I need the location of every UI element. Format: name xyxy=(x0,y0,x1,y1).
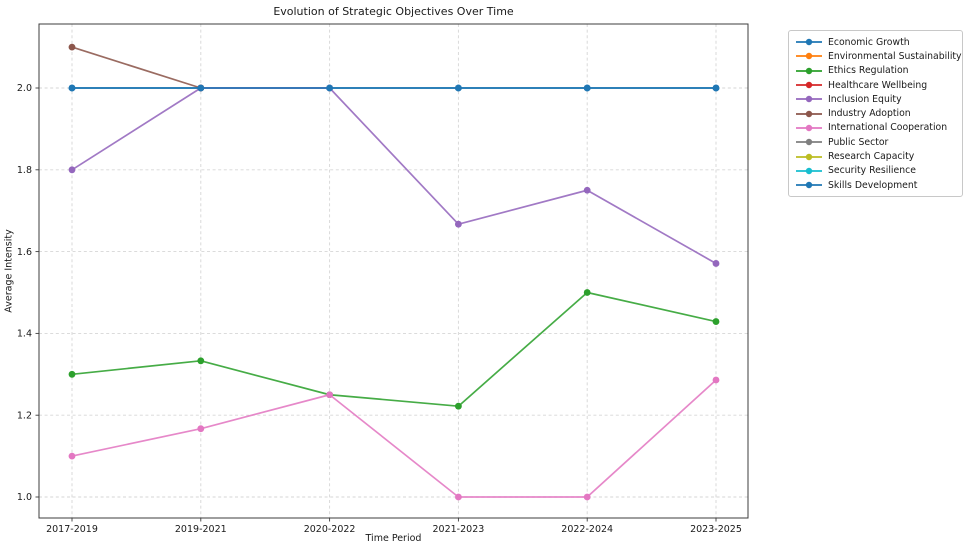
legend-item-label: Public Sector xyxy=(828,136,889,148)
data-point-marker xyxy=(68,452,76,460)
data-point-marker xyxy=(68,370,76,378)
data-point-marker xyxy=(326,391,333,399)
legend-item-label: International Cooperation xyxy=(828,122,948,134)
series-line-industry-adoption xyxy=(71,46,202,89)
data-point-marker xyxy=(712,260,720,267)
x-tick-label: 2019-2021 xyxy=(175,524,227,535)
legend-line-marker-icon xyxy=(796,67,822,74)
legend-item-label: Inclusion Equity xyxy=(828,93,902,105)
legend-line-marker-icon xyxy=(796,181,822,189)
x-tick-label: 2022-2024 xyxy=(561,524,613,535)
data-point-marker xyxy=(68,84,76,92)
x-tick-label: 2017-2019 xyxy=(46,524,98,535)
legend-item: Industry Adoption xyxy=(795,106,956,120)
x-tick-label: 2020-2022 xyxy=(304,524,356,535)
legend-line-marker-icon xyxy=(796,38,822,46)
legend-item-label: Healthcare Wellbeing xyxy=(828,79,928,91)
legend-item: Research Capacity xyxy=(795,149,956,163)
data-point-marker xyxy=(583,493,591,501)
legend-line-marker-icon xyxy=(796,81,822,89)
data-point-marker xyxy=(197,84,205,92)
legend-item-label: Research Capacity xyxy=(828,151,915,163)
chart-title: Evolution of Strategic Objectives Over T… xyxy=(273,5,514,18)
legend-item-label: Economic Growth xyxy=(828,36,910,48)
legend-item: Security Resilience xyxy=(795,164,956,178)
legend-line-marker-icon xyxy=(796,167,822,175)
data-point-marker xyxy=(455,220,462,228)
data-point-marker xyxy=(68,43,76,51)
x-axis-label: Time Period xyxy=(365,533,422,544)
y-axis-label: Average Intensity xyxy=(3,229,15,313)
legend-item-label: Environmental Sustainability xyxy=(828,50,962,62)
data-point-marker xyxy=(455,402,462,410)
data-point-marker xyxy=(197,425,205,433)
legend-line-marker-icon xyxy=(796,139,822,146)
data-point-marker xyxy=(583,84,591,92)
series-line-international-cooperation xyxy=(71,379,717,498)
data-point-marker xyxy=(455,493,462,501)
legend-line-marker-icon xyxy=(796,53,822,60)
legend-item: Skills Development xyxy=(795,178,956,192)
data-point-marker xyxy=(712,376,720,384)
data-point-marker xyxy=(326,84,333,92)
y-tick-label: 1.2 xyxy=(17,410,32,421)
legend-item: Economic Growth xyxy=(795,35,956,49)
legend-item: International Cooperation xyxy=(795,121,956,135)
data-point-marker xyxy=(712,318,720,325)
series-line-ethics-regulation xyxy=(71,291,717,408)
series-line-inclusion-equity xyxy=(71,87,717,265)
legend-item-label: Industry Adoption xyxy=(828,108,911,120)
legend-line-marker-icon xyxy=(796,96,822,103)
legend-line-marker-icon xyxy=(796,124,822,132)
legend-item: Public Sector xyxy=(795,135,956,149)
data-point-marker xyxy=(68,166,76,174)
legend-item: Inclusion Equity xyxy=(795,92,956,106)
legend-line-marker-icon xyxy=(796,153,822,160)
legend-item: Healthcare Wellbeing xyxy=(795,78,956,92)
y-tick-label: 1.8 xyxy=(17,165,32,176)
legend-item-label: Security Resilience xyxy=(828,165,916,177)
data-point-marker xyxy=(712,84,720,92)
axes-spines xyxy=(38,23,749,519)
legend: Economic Growth Environmental Sustainabil… xyxy=(788,30,963,198)
legend-line-marker-icon xyxy=(796,110,822,117)
data-point-marker xyxy=(455,84,462,92)
data-point-marker xyxy=(197,357,205,365)
x-tick-label: 2021-2023 xyxy=(433,524,485,535)
legend-item: Ethics Regulation xyxy=(795,64,956,78)
data-point-marker xyxy=(583,289,591,296)
legend-item-label: Ethics Regulation xyxy=(828,65,909,77)
y-tick-label: 1.4 xyxy=(17,329,32,340)
legend-item: Environmental Sustainability xyxy=(795,49,962,63)
x-tick-label: 2023-2025 xyxy=(690,524,742,535)
y-tick-label: 1.6 xyxy=(17,247,32,258)
y-tick-label: 1.0 xyxy=(17,492,32,503)
data-point-marker xyxy=(583,186,591,194)
y-tick-label: 2.0 xyxy=(17,83,32,94)
legend-item-label: Skills Development xyxy=(828,179,918,191)
